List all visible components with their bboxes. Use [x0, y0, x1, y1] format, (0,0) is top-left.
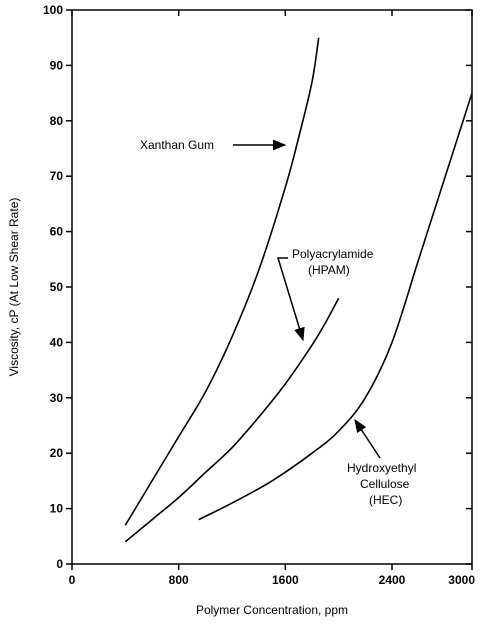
- y-tick-label: 90: [50, 58, 64, 72]
- annotation-hec-line1: Hydroxyethyl: [347, 461, 416, 475]
- x-tick-label: 1600: [272, 573, 299, 587]
- y-tick-label: 70: [50, 169, 64, 183]
- annotation-hec-line2: Cellulose: [360, 477, 410, 491]
- x-axis-label: Polymer Concentration, ppm: [196, 603, 348, 617]
- x-tick-label: 2400: [379, 573, 406, 587]
- series-line-polyacrylamide-hpam: [124, 297, 340, 543]
- y-axis-ticks: 0 10 20 30 40 50 60 70 80 90 100: [43, 3, 472, 571]
- series-line-hydroxyethyl-cellulose-hec: [198, 92, 473, 521]
- annotation-hec-line3: (HEC): [369, 493, 402, 507]
- x-axis-ticks: 0 800 1600 2400 3000: [69, 10, 475, 587]
- y-tick-label: 60: [50, 225, 64, 239]
- y-axis-label: Viscosity, cP (At Low Shear Rate): [7, 198, 21, 377]
- arrow-hpam: [276, 257, 305, 342]
- x-tick-label: 0: [69, 573, 76, 587]
- annotation-hpam-line1: Polyacrylamide: [292, 247, 374, 261]
- annotation-xanthan-gum: Xanthan Gum: [140, 138, 214, 152]
- y-tick-label: 10: [50, 502, 64, 516]
- arrow-hec: [354, 418, 381, 459]
- y-tick-label: 20: [50, 446, 64, 460]
- y-tick-label: 100: [43, 3, 63, 17]
- y-tick-label: 40: [50, 335, 64, 349]
- y-tick-label: 80: [50, 114, 64, 128]
- annotation-hpam-line2: (HPAM): [308, 263, 350, 277]
- y-tick-label: 0: [56, 557, 63, 571]
- x-tick-label: 800: [169, 573, 189, 587]
- y-tick-label: 50: [50, 280, 64, 294]
- x-tick-label: 3000: [448, 573, 475, 587]
- series-line-xanthan-gum: [124, 37, 320, 526]
- y-tick-label: 30: [50, 391, 64, 405]
- series-layer: [124, 37, 473, 543]
